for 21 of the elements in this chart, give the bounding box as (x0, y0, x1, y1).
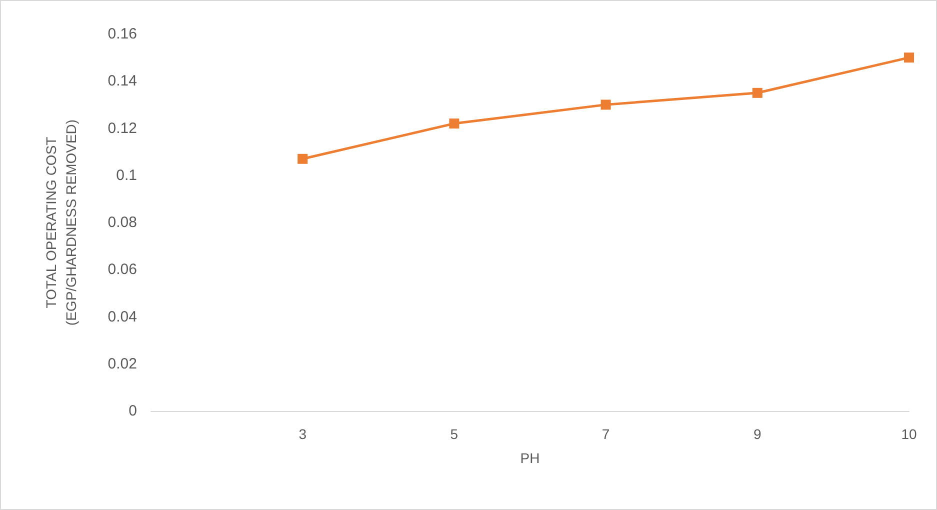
x-tick-label: 10 (901, 426, 917, 442)
y-tick-label: 0.06 (108, 261, 137, 278)
x-tick-label: 5 (450, 426, 458, 442)
point (904, 52, 914, 63)
y-tick-label: 0.02 (108, 355, 137, 372)
x-tick-label: 7 (602, 426, 610, 442)
point (298, 154, 308, 164)
y-tick-label: 0.12 (108, 120, 137, 137)
point (752, 88, 762, 98)
x-tick-label: 9 (754, 426, 762, 442)
y-tick-label: 0.16 (108, 26, 137, 42)
y-tick-label: 0.14 (108, 72, 137, 90)
y-tick-label: 0.1 (116, 166, 137, 184)
y-tick-label: 0.08 (108, 214, 137, 231)
point (449, 118, 460, 129)
y-tick-label: 0.04 (108, 308, 137, 326)
y-tick-label: 0 (128, 402, 137, 420)
point (600, 100, 611, 110)
y-axis-title: TOTAL OPERATING COST (EGP/GHARDNESS REMOVED) (43, 119, 79, 326)
x-axis-title: PH (520, 450, 540, 466)
x-tick-label: 3 (298, 426, 307, 442)
